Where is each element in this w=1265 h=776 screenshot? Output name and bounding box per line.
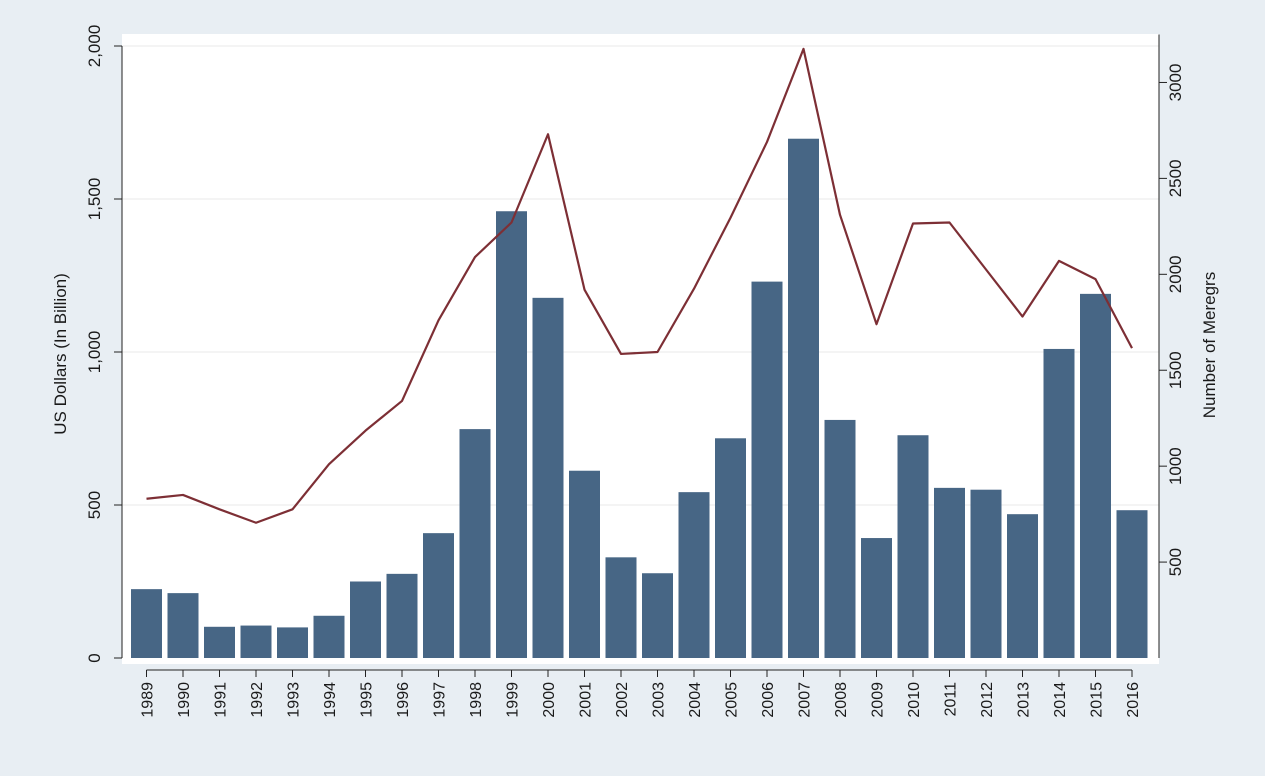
y2-tick-label: 1500 [1166,351,1185,389]
bar-2011 [934,487,965,658]
x-tick-label: 1989 [140,682,157,718]
y-tick-label: 1,000 [85,331,104,374]
bar-1998 [459,429,491,658]
x-tick-label: 2013 [1016,682,1033,718]
bar-2014 [1043,348,1075,658]
x-tick-label: 2006 [760,682,777,718]
plot-area [122,34,1159,664]
y2-tick-label: 2500 [1166,159,1185,197]
bar-2003 [642,573,673,658]
bar-1990 [167,593,199,658]
bar-2002 [605,557,637,658]
x-tick-label: 1990 [176,682,193,718]
x-tick-label: 1999 [505,682,522,718]
x-tick-label: 2010 [906,682,923,718]
line-series [146,47,1133,524]
x-tick-label: 2001 [578,682,595,718]
x-tick-label: 2014 [1052,682,1069,718]
x-tick-label: 2003 [651,682,668,718]
y2-tick-label: 500 [1166,548,1185,576]
x-tick-label: 1996 [395,682,412,718]
x-tick-label: 2008 [833,682,850,718]
x-tick-label: 1998 [468,682,485,718]
bar-2009 [861,538,892,658]
x-tick-label: 2012 [979,682,996,718]
x-tick-label: 2005 [724,682,741,718]
bar-2016 [1116,510,1148,658]
secondary-y-axis-title: Number of Meregrs [1200,272,1219,418]
x-tick-label: 2009 [870,682,887,718]
bar-2010 [897,435,929,658]
bar-2000 [532,297,564,658]
bar-2015 [1080,293,1111,658]
y-tick-label: 0 [85,653,104,662]
y-axis-title: US Dollars (In Billion) [51,273,70,435]
x-tick-label: 1992 [249,682,266,718]
bar-1994 [313,615,345,658]
y-tick-label: 2,000 [85,25,104,68]
x-tick-label: 1995 [359,682,376,718]
bar-2008 [824,419,856,658]
y2-tick-label: 3000 [1166,64,1185,102]
bar-1991 [204,626,235,658]
bar-2004 [678,492,710,658]
bar-1993 [277,627,308,658]
x-tick-label: 2016 [1125,682,1142,718]
bar-1989 [131,589,162,658]
y2-tick-label: 1000 [1166,447,1185,485]
x-tick-label: 1993 [286,682,303,718]
bar-1992 [240,625,272,658]
y-tick-label: 500 [85,491,104,519]
x-tick-label: 2000 [541,682,558,718]
x-tick-label: 1997 [432,682,449,718]
axes: 0 500 1,000 1,500 2,000 500 1000 1500 2000 2500 30… [85,25,1185,718]
y-tick-label: 1,500 [85,178,104,221]
bar-2005 [715,438,746,658]
x-tick-label: 1991 [213,682,230,718]
bar-1996 [386,573,418,658]
x-tick-label: 1994 [322,682,339,718]
x-tick-label: 2002 [614,682,631,718]
bar-1995 [350,581,381,658]
x-tick-label: 2004 [687,682,704,718]
x-tick-label: 2015 [1089,682,1106,718]
bar-2013 [1007,514,1038,658]
bar-series [131,138,1148,659]
bar-2006 [751,281,783,658]
bar-1999 [496,211,527,659]
x-tick-label: 2007 [797,682,814,718]
y2-tick-label: 2000 [1166,255,1185,293]
bar-2012 [970,489,1002,658]
mergers-line [146,47,1133,524]
bar-1997 [423,533,454,658]
bar-2001 [569,470,600,658]
bar-2007 [788,138,819,658]
x-tick-label: 2011 [943,682,960,717]
